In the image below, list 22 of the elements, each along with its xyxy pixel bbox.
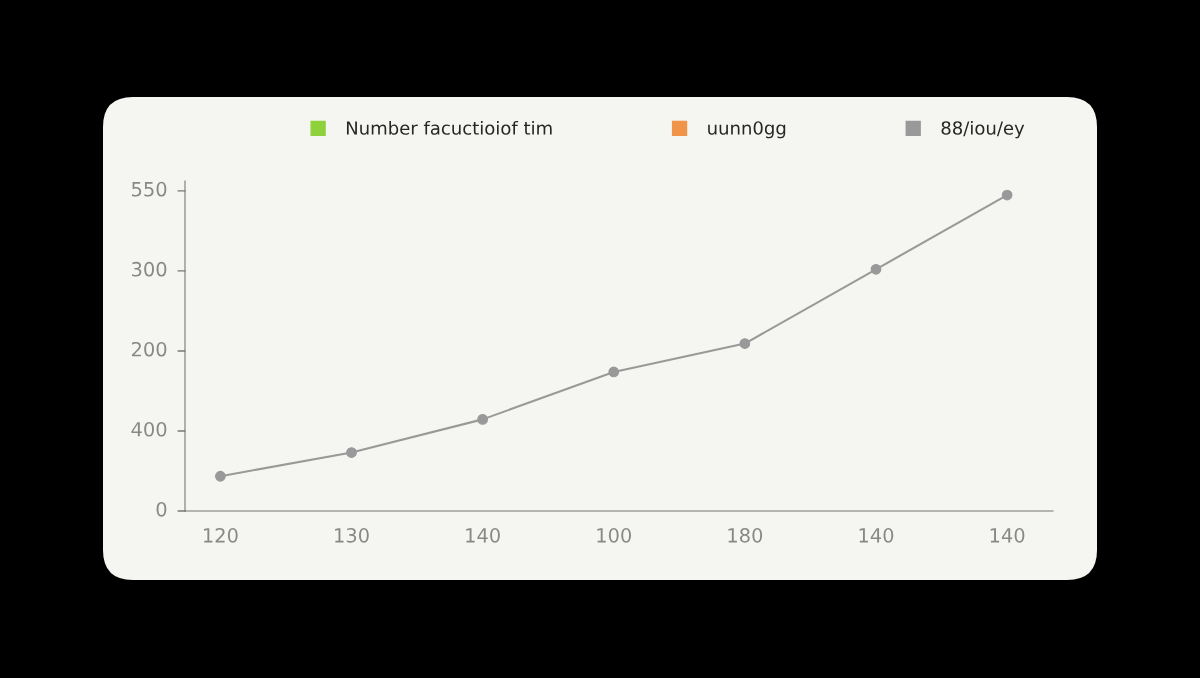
text: 0 <box>156 501 167 517</box>
x-tick-label: 140 <box>859 528 894 543</box>
x-tick-label: 120 <box>203 528 238 543</box>
text: 200 <box>131 341 167 357</box>
legend-label: 88/iou/ey <box>941 120 1025 139</box>
x-tick-label: 140 <box>466 528 500 543</box>
point <box>215 470 226 482</box>
legend-label: Number facuctioiof tim <box>346 120 552 135</box>
point <box>870 263 882 275</box>
text: 300 <box>132 261 167 277</box>
point <box>477 414 489 425</box>
x-tick-label: 180 <box>728 528 763 543</box>
text: 550 <box>132 181 167 197</box>
point <box>346 447 357 458</box>
x-tick-label: 140 <box>990 528 1025 543</box>
text: 400 <box>131 421 167 437</box>
legend-label: uunn0gg <box>708 121 786 139</box>
point <box>1001 189 1013 201</box>
x-tick-label: 100 <box>597 528 632 543</box>
point <box>608 366 620 378</box>
point <box>739 338 751 349</box>
x-tick-label: 130 <box>335 528 369 543</box>
